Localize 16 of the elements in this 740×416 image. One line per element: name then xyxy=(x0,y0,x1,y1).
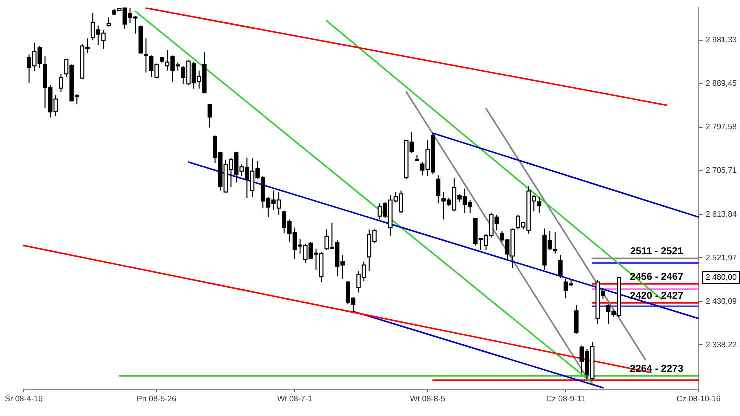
annotation: 2511 - 2521 xyxy=(630,246,684,258)
x-tick-label: Pn 08-5-26 xyxy=(137,394,178,404)
x-tick-label: Cz 08-9-11 xyxy=(546,394,586,404)
x-tick-label: Wt 08-8-5 xyxy=(410,394,446,404)
x-tick-label: Cz 08-10-16 xyxy=(676,394,722,404)
text: 2 480,00 xyxy=(706,273,738,282)
y-tick-label: 2 613,84 xyxy=(706,210,738,219)
y-tick-label: 2 797,58 xyxy=(706,122,738,132)
x-tick-label: Śr 08-4-16 xyxy=(5,393,44,404)
y-tick-label: 2 889,45 xyxy=(706,79,738,88)
y-tick-label: 2 705,71 xyxy=(706,166,738,176)
x-tick-label: Wt 08-7-1 xyxy=(277,394,314,404)
y-tick-label: 2 521,97 xyxy=(706,253,738,262)
y-tick-label: 2 430,09 xyxy=(706,296,738,306)
y-tick-label: 2 338,22 xyxy=(706,340,738,350)
y-tick-label: 2 981,33 xyxy=(706,36,738,45)
